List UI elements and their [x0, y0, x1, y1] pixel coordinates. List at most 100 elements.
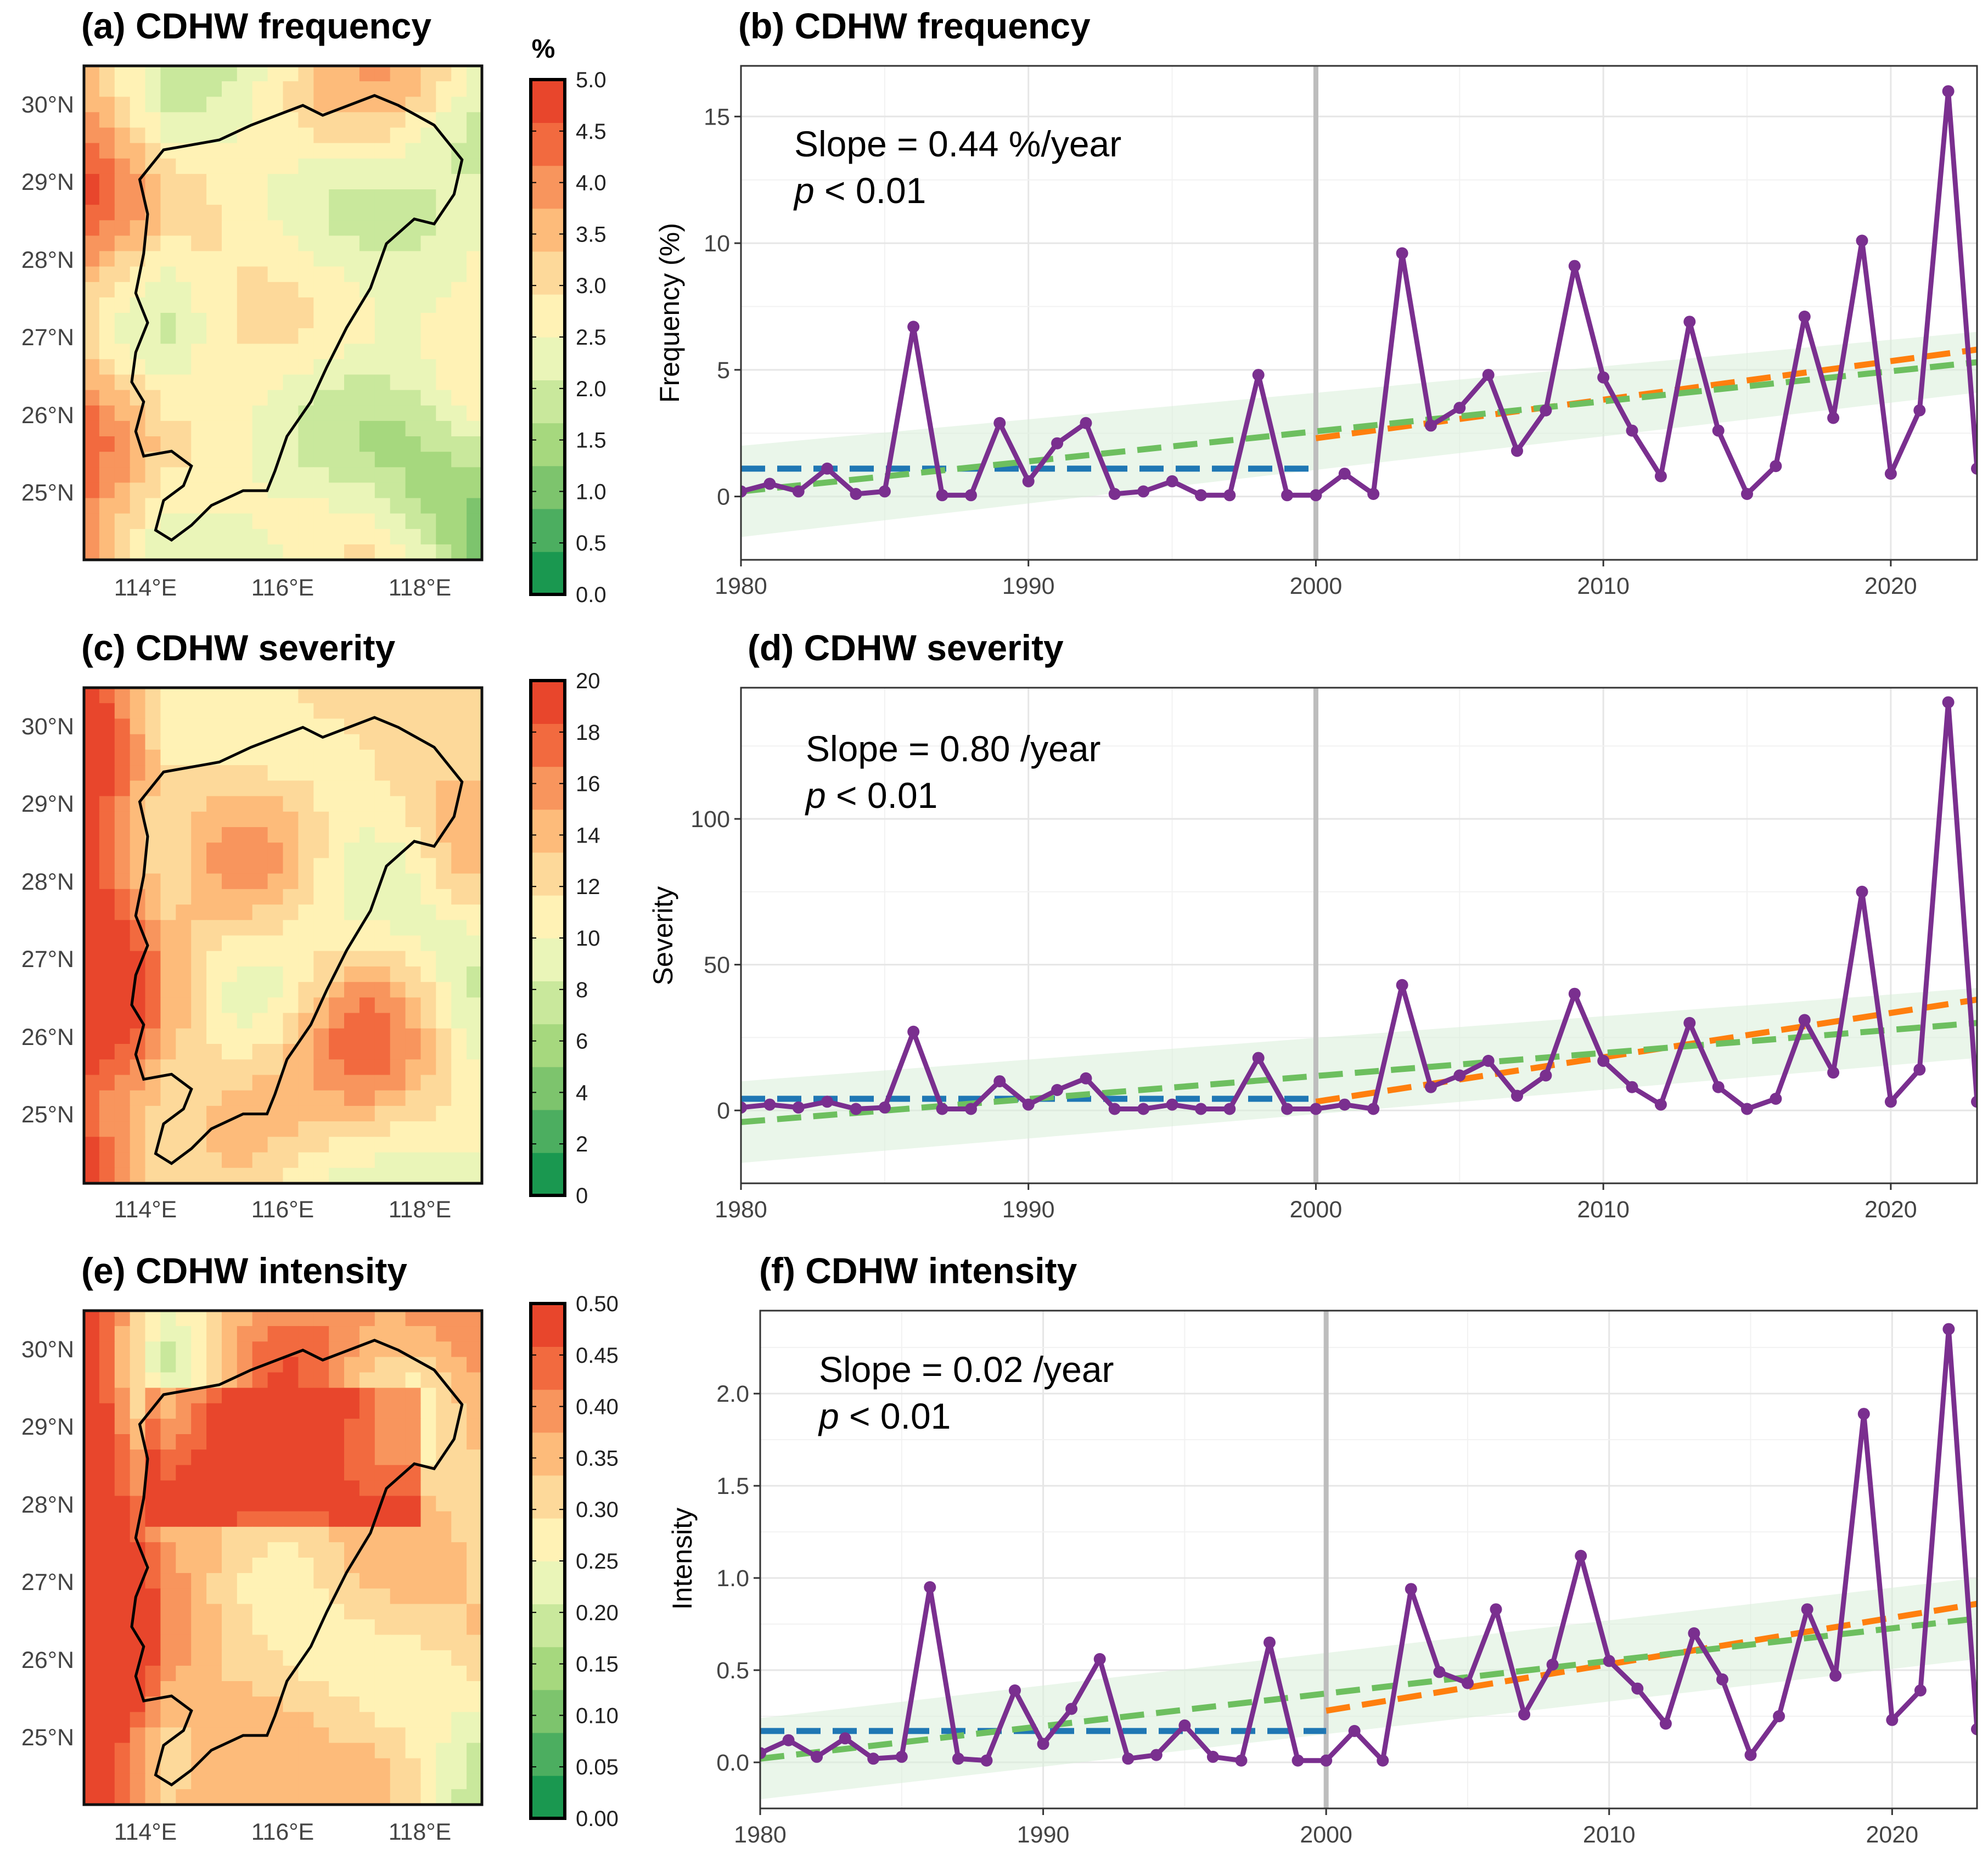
map-cell: [222, 1450, 238, 1465]
map-cell: [344, 1789, 360, 1805]
map-cell: [206, 420, 222, 437]
map-cell: [344, 1357, 360, 1373]
map-cell: [283, 1558, 299, 1574]
map-cell: [237, 235, 253, 252]
map-cell: [313, 251, 329, 267]
map-cell: [176, 780, 192, 797]
map-cell: [405, 467, 422, 483]
map-cell: [160, 1075, 176, 1091]
map-cell: [313, 920, 329, 936]
map-cell: [267, 1028, 284, 1044]
map-cell: [390, 780, 406, 797]
map-cell: [114, 1090, 131, 1106]
map-cell: [283, 1758, 299, 1774]
map-cell: [298, 1511, 314, 1527]
map-cell: [405, 498, 422, 514]
map-cell: [222, 529, 238, 545]
map-cell: [298, 1137, 314, 1153]
map-cell: [374, 966, 391, 982]
map-cell: [298, 1496, 314, 1512]
map-cell: [84, 1341, 100, 1357]
map-cell: [313, 127, 329, 144]
map-cell: [344, 1588, 360, 1604]
map-cell: [420, 1619, 436, 1636]
map-cell: [237, 344, 253, 359]
map-cell: [313, 420, 329, 437]
map-cell: [467, 966, 482, 982]
data-point: [1195, 489, 1207, 502]
map-cell: [405, 1152, 422, 1168]
map-cell: [267, 935, 284, 952]
map-cell: [206, 173, 222, 190]
data-point: [850, 1103, 862, 1115]
map-cell: [344, 1526, 360, 1543]
map-cell: [114, 1387, 131, 1404]
map-cell: [420, 1588, 436, 1604]
colorbar-tick-label: 3.5: [576, 222, 606, 246]
map-cell: [160, 1511, 176, 1527]
map-cell: [344, 1403, 360, 1419]
map-cell: [436, 1634, 452, 1651]
map-cell: [405, 1465, 422, 1481]
map-cell: [390, 1650, 406, 1666]
map-cell: [222, 251, 238, 267]
data-point: [1137, 1103, 1150, 1115]
map-cell: [283, 1465, 299, 1481]
map-cell: [130, 935, 146, 952]
map-cell: [114, 482, 131, 499]
map-cell: [329, 688, 345, 704]
map-cell: [359, 1496, 375, 1512]
data-point: [1716, 1673, 1728, 1686]
map-cell: [329, 1044, 345, 1060]
y-tick-label: 0: [717, 1098, 730, 1124]
map-cell: [405, 1105, 422, 1122]
map-cell: [176, 359, 192, 375]
map-cell: [84, 467, 100, 483]
map-cell: [176, 420, 192, 437]
colorbar-units-a: %: [532, 35, 555, 64]
map-cell: [176, 81, 192, 97]
map-cell: [222, 436, 238, 452]
map-cell: [84, 205, 100, 221]
map-cell: [436, 266, 452, 283]
map-cell: [206, 734, 222, 750]
map-cell: [374, 842, 391, 858]
map-cell: [467, 904, 482, 920]
map-cell: [390, 344, 406, 359]
map-cell: [436, 1105, 452, 1122]
map-cell: [84, 1743, 100, 1759]
map-cell: [405, 935, 422, 952]
map-cell: [451, 1341, 467, 1357]
map-cell: [298, 1681, 314, 1697]
map-cell: [344, 359, 360, 375]
map-cell: [359, 1758, 375, 1774]
map-cell: [313, 811, 329, 828]
map-cell: [145, 997, 161, 1014]
map-cell: [283, 235, 299, 252]
map-cell: [420, 173, 436, 190]
map-cell: [222, 1712, 238, 1728]
map-cell: [283, 1137, 299, 1153]
map-cell: [176, 1511, 192, 1527]
map-cell: [313, 1573, 329, 1589]
map-cell: [436, 1496, 452, 1512]
map-cell: [374, 544, 391, 560]
map-cell: [222, 81, 238, 97]
map-cell: [191, 235, 207, 252]
map-cell: [451, 1650, 467, 1666]
data-point: [907, 1025, 920, 1038]
map-cell: [390, 827, 406, 843]
map-cell: [252, 1387, 268, 1404]
map-cell: [298, 220, 314, 236]
map-cell: [283, 498, 299, 514]
map-cell: [222, 873, 238, 890]
colorbar-swatch: [531, 80, 565, 123]
map-cell: [467, 1743, 482, 1759]
map-cell: [130, 749, 146, 766]
lat-labels-c: 30°N 29°N 28°N 27°N 26°N 25°N: [21, 713, 74, 1128]
data-point: [1688, 1627, 1700, 1639]
map-cell: [191, 734, 207, 750]
map-cell: [206, 205, 222, 221]
map-cell: [420, 390, 436, 406]
map-cell: [160, 920, 176, 936]
